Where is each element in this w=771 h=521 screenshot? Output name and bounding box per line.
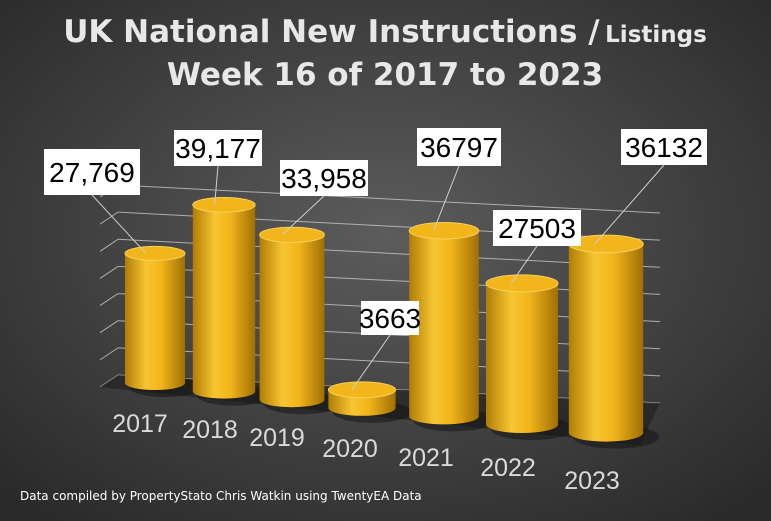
x-tick-label: 2021	[398, 444, 454, 472]
title-suffix: Listings	[605, 22, 707, 48]
footnote: Data compiled by PropertyStato Chris Wat…	[20, 489, 422, 503]
value-label-box	[361, 301, 419, 335]
grid-line	[99, 347, 119, 361]
leader-line	[433, 165, 460, 231]
x-tick-label: 2018	[182, 416, 238, 444]
value-label: 36797	[420, 132, 498, 163]
value-label-box	[621, 129, 707, 165]
x-tick-label: 2022	[480, 454, 536, 482]
leader-line	[281, 195, 325, 236]
value-label: 39,177	[175, 133, 261, 164]
value-label: 27,769	[49, 157, 135, 188]
title-main: UK National New Instructions /	[63, 14, 600, 50]
bar	[125, 253, 185, 383]
grid-line	[99, 238, 119, 252]
chart-subtitle: Week 16 of 2017 to 2023	[167, 57, 603, 93]
value-label-box	[280, 160, 368, 196]
grid-line	[99, 211, 119, 225]
x-tick-label: 2023	[564, 467, 620, 495]
grid-line	[99, 293, 119, 306]
x-tick-label: 2019	[249, 424, 305, 452]
bar	[409, 230, 479, 417]
value-label-box	[44, 149, 140, 195]
value-label: 36132	[625, 132, 703, 163]
bar-top	[259, 226, 325, 243]
bar	[568, 243, 644, 433]
grid-line	[99, 266, 119, 279]
x-tick-label: 2020	[322, 435, 378, 463]
value-label: 3663	[359, 303, 421, 334]
leader-line	[214, 165, 219, 205]
bar-top	[408, 222, 480, 240]
grid-line	[99, 320, 119, 334]
value-label-box	[174, 130, 262, 166]
leader-line	[510, 245, 538, 284]
value-label: 27503	[498, 213, 576, 244]
leader-line	[351, 334, 391, 391]
bar-top	[124, 245, 186, 261]
value-label-box	[493, 210, 581, 246]
chart-title: UK National New Instructions / Listings	[63, 14, 707, 50]
bar	[486, 283, 558, 425]
value-label: 33,958	[281, 163, 367, 194]
bar-top	[327, 381, 397, 399]
x-tick-label: 2017	[112, 410, 168, 438]
value-label-box	[417, 128, 501, 166]
leader-line	[594, 164, 665, 245]
bar-top	[192, 197, 256, 213]
bar	[192, 204, 256, 392]
leader-line	[91, 194, 147, 254]
bar-top	[485, 274, 559, 293]
bar	[259, 234, 325, 400]
grid-line	[117, 184, 661, 214]
